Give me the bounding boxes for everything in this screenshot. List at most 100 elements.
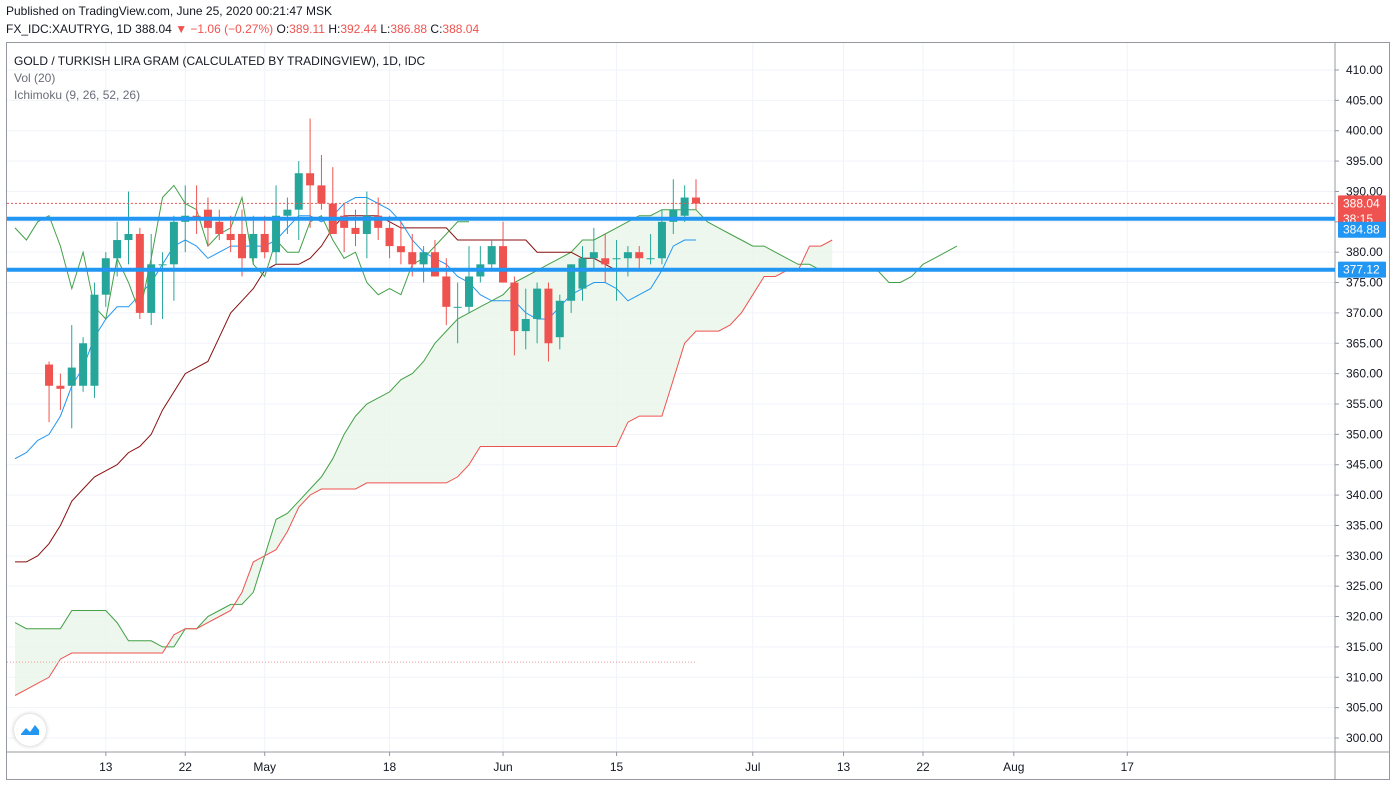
y-tick-label: 340.00 <box>1346 488 1383 502</box>
candle-body[interactable] <box>362 215 371 234</box>
candle-body[interactable] <box>601 258 610 265</box>
candle-body[interactable] <box>56 385 65 389</box>
candle-body[interactable] <box>238 233 246 259</box>
y-tick-label: 335.00 <box>1346 518 1383 532</box>
candle-body[interactable] <box>442 276 451 307</box>
last-price: 388.04 <box>135 22 172 36</box>
candle-body[interactable] <box>408 252 417 265</box>
candle-body[interactable] <box>351 227 360 234</box>
published-text: Published on TradingView.com, June 25, 2… <box>6 4 332 18</box>
y-tick-label: 405.00 <box>1346 93 1383 107</box>
candle-body[interactable] <box>260 233 269 253</box>
x-tick-label: 22 <box>916 760 930 774</box>
x-tick-label: 13 <box>837 760 851 774</box>
candle-body[interactable] <box>317 185 326 204</box>
price-axis-badge[interactable] <box>1338 221 1386 238</box>
candle-body[interactable] <box>385 227 394 247</box>
candle-body[interactable] <box>510 282 519 332</box>
open-value: 389.11 <box>289 22 325 36</box>
candle-body[interactable] <box>215 221 224 234</box>
candle-body[interactable] <box>499 246 508 283</box>
candle-body[interactable] <box>465 276 473 307</box>
price-axis-badge[interactable] <box>1338 261 1386 278</box>
candle-body[interactable] <box>374 215 383 228</box>
candle-body[interactable] <box>612 258 621 260</box>
x-tick-label: 15 <box>610 760 624 774</box>
candle-body[interactable] <box>657 221 666 259</box>
x-tick-label: 13 <box>99 760 113 774</box>
candle-body[interactable] <box>635 252 644 259</box>
x-tick-label: Jun <box>493 760 512 774</box>
candle-body[interactable] <box>124 233 133 241</box>
y-tick-label: 320.00 <box>1346 610 1383 624</box>
candle-body[interactable] <box>45 364 54 386</box>
price-axis-badge[interactable] <box>1338 195 1386 212</box>
y-tick-label: 300.00 <box>1346 731 1383 745</box>
y-tick-label: 315.00 <box>1346 640 1383 654</box>
candle-body[interactable] <box>249 233 258 259</box>
candle-body[interactable] <box>158 264 167 266</box>
x-tick-label: 18 <box>383 760 397 774</box>
x-tick-label: 22 <box>179 760 193 774</box>
candle-body[interactable] <box>623 252 632 259</box>
y-tick-label: 395.00 <box>1346 154 1383 168</box>
candle-body[interactable] <box>555 300 564 338</box>
y-tick-label: 360.00 <box>1346 367 1383 381</box>
plot-area <box>7 118 1335 696</box>
y-tick-label: 355.00 <box>1346 397 1383 411</box>
quote-line: FX_IDC:XAUTRYG, 1D 388.04 ▼ −1.06 (−0.27… <box>6 22 479 36</box>
candle-body[interactable] <box>101 258 110 295</box>
change-value: ▼ −1.06 (−0.27%) <box>175 22 274 36</box>
close-value: 388.04 <box>442 22 480 36</box>
candle-body[interactable] <box>340 215 349 228</box>
candle-body[interactable] <box>67 367 76 386</box>
ichimoku-cloud <box>15 209 833 696</box>
candle-body[interactable] <box>567 264 576 301</box>
high-value: 392.44 <box>340 22 378 36</box>
candle-body[interactable] <box>90 294 99 386</box>
low-label: L: <box>380 22 391 36</box>
ichimoku-legend[interactable]: Ichimoku (9, 26, 52, 26) <box>14 88 141 102</box>
candle-body[interactable] <box>419 252 428 265</box>
x-tick-label: Jul <box>745 760 760 774</box>
candle-body[interactable] <box>135 233 144 313</box>
candle-body[interactable] <box>680 197 689 216</box>
candle-body[interactable] <box>294 173 303 210</box>
candle-body[interactable] <box>147 264 156 313</box>
chart-title: GOLD / TURKISH LIRA GRAM (CALCULATED BY … <box>14 54 426 68</box>
close-label: C: <box>430 22 443 36</box>
volume-legend[interactable]: Vol (20) <box>14 71 56 85</box>
y-tick-label: 350.00 <box>1346 427 1383 441</box>
candle-body[interactable] <box>272 215 281 253</box>
candle-body[interactable] <box>533 288 542 319</box>
candle-body[interactable] <box>453 306 462 308</box>
x-tick-label: 17 <box>1121 760 1135 774</box>
candle-body[interactable] <box>578 258 587 289</box>
candle-body[interactable] <box>396 246 405 253</box>
candle-body[interactable] <box>646 258 655 260</box>
candle-body[interactable] <box>487 246 496 265</box>
candle-body[interactable] <box>589 252 598 259</box>
candle-body[interactable] <box>113 240 122 259</box>
price-axis-badge-label: 377.12 <box>1343 263 1380 277</box>
candle-body[interactable] <box>521 318 530 332</box>
y-tick-label: 390.00 <box>1346 184 1383 198</box>
y-tick-label: 365.00 <box>1346 336 1383 350</box>
price-axis-badge-label: 388.04 <box>1343 196 1380 210</box>
candle-body[interactable] <box>430 252 439 277</box>
candle-body[interactable] <box>692 197 700 204</box>
y-tick-label: 345.00 <box>1346 458 1383 472</box>
chart-frame[interactable] <box>6 42 1390 780</box>
tradingview-logo-icon[interactable] <box>14 714 46 746</box>
y-tick-label: 400.00 <box>1346 124 1383 138</box>
candle-body[interactable] <box>306 173 315 186</box>
candle-body[interactable] <box>544 288 553 344</box>
candle-body[interactable] <box>169 221 178 265</box>
candle-body[interactable] <box>226 233 235 241</box>
candle-body[interactable] <box>283 209 292 216</box>
candle-body[interactable] <box>79 343 88 386</box>
candle-body[interactable] <box>669 209 678 222</box>
open-label: O: <box>276 22 290 36</box>
price-axis-badge-label: 384.88 <box>1343 223 1380 237</box>
